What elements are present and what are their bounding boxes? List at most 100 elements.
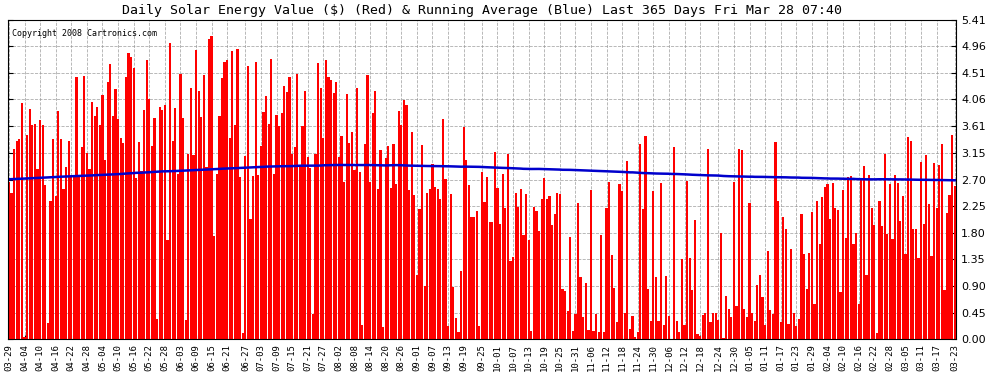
Bar (309, 168, 312, 339)
Bar (758, 275, 761, 339)
Bar (198, 91, 200, 339)
Bar (254, 62, 256, 339)
Bar (65, 167, 67, 339)
Bar (795, 326, 797, 339)
Bar (766, 251, 769, 339)
Bar (325, 60, 327, 339)
Bar (702, 315, 704, 339)
Bar (925, 155, 928, 339)
Bar (649, 321, 651, 339)
Bar (764, 325, 766, 339)
Bar (530, 330, 533, 339)
Bar (462, 127, 464, 339)
Bar (832, 183, 834, 339)
Bar (558, 194, 561, 339)
Bar (725, 296, 728, 339)
Bar (745, 317, 748, 339)
Bar (824, 187, 826, 339)
Bar (130, 57, 132, 339)
Bar (675, 321, 678, 339)
Bar (330, 81, 333, 339)
Bar (270, 59, 272, 339)
Bar (91, 102, 93, 339)
Bar (852, 244, 854, 339)
Bar (470, 217, 472, 339)
Bar (226, 60, 229, 339)
Bar (67, 141, 69, 339)
Bar (642, 209, 644, 339)
Bar (163, 105, 166, 339)
Bar (574, 315, 576, 339)
Bar (728, 309, 730, 339)
Bar (475, 211, 478, 339)
Bar (515, 194, 517, 339)
Bar (608, 182, 610, 339)
Bar (774, 142, 776, 339)
Bar (249, 219, 251, 339)
Bar (538, 231, 541, 339)
Bar (252, 176, 254, 339)
Bar (50, 201, 51, 339)
Bar (320, 88, 322, 339)
Bar (312, 314, 314, 339)
Bar (117, 119, 119, 339)
Bar (211, 36, 213, 339)
Bar (876, 333, 878, 339)
Bar (545, 199, 547, 339)
Bar (232, 51, 234, 339)
Bar (943, 290, 945, 339)
Bar (161, 110, 163, 339)
Bar (73, 176, 75, 339)
Bar (454, 318, 457, 339)
Bar (627, 160, 629, 339)
Bar (829, 219, 832, 339)
Title: Daily Solar Energy Value ($) (Red) & Running Average (Blue) Last 365 Days Fri Ma: Daily Solar Energy Value ($) (Red) & Run… (122, 4, 842, 17)
Bar (421, 145, 423, 339)
Bar (548, 196, 550, 339)
Bar (556, 193, 558, 339)
Bar (603, 332, 605, 339)
Bar (158, 106, 160, 339)
Bar (595, 314, 597, 339)
Bar (18, 140, 21, 339)
Bar (761, 297, 763, 339)
Bar (242, 333, 244, 339)
Bar (587, 330, 589, 339)
Bar (662, 325, 665, 339)
Bar (782, 217, 784, 339)
Bar (793, 313, 795, 339)
Bar (374, 91, 376, 339)
Bar (205, 168, 208, 339)
Bar (881, 226, 883, 339)
Bar (486, 177, 488, 339)
Bar (13, 148, 15, 339)
Bar (403, 100, 405, 339)
Bar (733, 182, 735, 339)
Bar (889, 184, 891, 339)
Bar (689, 258, 691, 339)
Text: Copyright 2008 Cartronics.com: Copyright 2008 Cartronics.com (12, 29, 157, 38)
Bar (886, 234, 888, 339)
Bar (416, 275, 418, 339)
Bar (120, 138, 122, 339)
Bar (704, 313, 707, 339)
Bar (143, 110, 146, 339)
Bar (696, 334, 699, 339)
Bar (78, 177, 80, 339)
Bar (122, 143, 125, 339)
Bar (54, 196, 56, 339)
Bar (200, 117, 202, 339)
Bar (743, 309, 745, 339)
Bar (665, 276, 667, 339)
Bar (322, 138, 325, 339)
Bar (24, 337, 26, 339)
Bar (751, 313, 753, 339)
Bar (811, 212, 813, 339)
Bar (304, 92, 306, 339)
Bar (717, 320, 720, 339)
Bar (785, 229, 787, 339)
Bar (239, 177, 242, 339)
Bar (683, 325, 686, 339)
Bar (37, 170, 39, 339)
Bar (294, 147, 296, 339)
